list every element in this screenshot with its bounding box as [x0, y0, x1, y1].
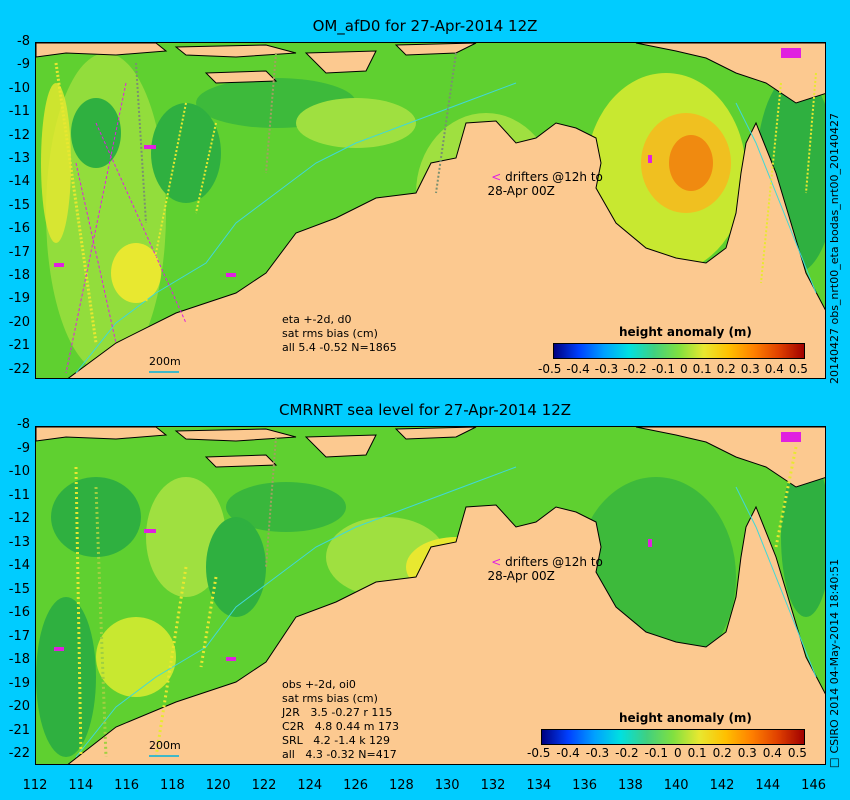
y-tick-label: -19	[8, 291, 30, 307]
drifters-label: < drifters @12h to 28-Apr 00Z	[487, 170, 603, 198]
bottom-map-svg	[36, 427, 825, 764]
x-tick-label: 144	[755, 778, 781, 793]
y-tick-label: -21	[8, 722, 30, 738]
y-tick-label: -21	[8, 338, 30, 354]
colorbar	[553, 343, 805, 359]
x-tick-label: 130	[434, 778, 460, 793]
top-map-svg	[36, 43, 825, 378]
bottom-map-title: CMRNRT sea level for 27-Apr-2014 12Z	[278, 401, 572, 419]
y-tick-label: -11	[8, 487, 30, 503]
y-tick-label: -18	[8, 652, 30, 667]
y-tick-label: -19	[8, 675, 30, 691]
y-tick-label: -12	[8, 127, 30, 143]
scale-label: 200m	[149, 355, 181, 368]
australia-land	[67, 120, 825, 378]
scale-bar	[149, 371, 179, 373]
new-guinea-land	[635, 43, 825, 104]
x-tick-label: 138	[617, 778, 643, 793]
y-tick-label: -22	[8, 746, 30, 761]
scale-bar	[149, 755, 179, 757]
y-tick-label: -17	[8, 628, 30, 644]
x-tick-label: 142	[709, 778, 735, 793]
y-tick-label: -13	[8, 151, 30, 166]
x-tick-label: 146	[801, 778, 826, 793]
bottom-side-label: □ CSIRO 2014 04-May-2014 18:40:51	[828, 558, 841, 770]
y-tick-label: -22	[8, 361, 30, 377]
x-tick-label: 112	[22, 778, 48, 793]
x-tick-label: 126	[343, 778, 368, 793]
y-tick-label: -18	[8, 268, 30, 283]
top-map-panel: < drifters @12h to 28-Apr 00Z eta +-2d, …	[35, 42, 826, 379]
x-tick-label: 124	[297, 778, 323, 793]
x-tick-label: 114	[68, 778, 94, 793]
y-tick-label: -12	[8, 511, 30, 526]
colorbar	[541, 729, 805, 745]
colorbar-title: height anomaly (m)	[619, 711, 752, 725]
x-tick-label: 128	[388, 778, 414, 793]
drifters-label: < drifters @12h to 28-Apr 00Z	[487, 555, 603, 583]
y-tick-label: -8	[17, 417, 30, 432]
y-tick-label: -15	[8, 581, 30, 597]
colorbar-ticks-bottom: -0.5 -0.4 -0.3 -0.2 -0.1 0 0.1 0.2 0.3 0.4 0.5	[527, 746, 807, 760]
x-tick-label: 140	[663, 778, 689, 793]
x-tick-label: 120	[205, 778, 231, 793]
colorbar-title: height anomaly (m)	[619, 325, 752, 339]
y-tick-label: -9	[17, 440, 30, 456]
y-tick-label: -14	[8, 174, 30, 190]
x-tick-label: 134	[526, 778, 552, 793]
x-tick-label: 122	[251, 778, 277, 793]
top-side-label: 20140427 obs_nrt00_eta bodas_nrt00_20140…	[828, 112, 841, 384]
y-tick-label: -11	[8, 104, 30, 120]
x-tick-label: 118	[159, 778, 185, 793]
x-tick-label: 132	[480, 778, 506, 793]
y-tick-label: -16	[8, 221, 30, 237]
scale-label: 200m	[149, 739, 181, 752]
y-tick-label: -9	[17, 57, 30, 73]
colorbar-ticks-top: -0.5 -0.4 -0.3 -0.2 -0.1 0 0.1 0.2 0.3 0.4 0.5	[538, 362, 808, 376]
y-tick-label: -15	[8, 197, 30, 213]
y-tick-label: -20	[8, 699, 30, 714]
y-tick-label: -8	[17, 34, 30, 49]
y-tick-label: -14	[8, 558, 30, 573]
bottom-map-panel: < drifters @12h to 28-Apr 00Z obs +-2d, …	[35, 426, 826, 765]
y-tick-label: -16	[8, 605, 30, 620]
bottom-stats-annotation: obs +-2d, oi0 sat rms bias (cm) J2R 3.5 …	[282, 678, 399, 761]
top-stats-annotation: eta +-2d, d0 sat rms bias (cm) all 5.4 -…	[282, 313, 397, 354]
x-tick-label: 116	[114, 778, 139, 793]
x-tick-label: 136	[572, 778, 597, 793]
y-tick-label: -13	[8, 534, 30, 550]
top-map-title: OM_afD0 for 27-Apr-2014 12Z	[312, 17, 538, 35]
y-tick-label: -17	[8, 244, 30, 260]
y-tick-label: -20	[8, 314, 30, 330]
y-tick-label: -10	[8, 80, 30, 96]
y-tick-label: -10	[8, 464, 30, 479]
